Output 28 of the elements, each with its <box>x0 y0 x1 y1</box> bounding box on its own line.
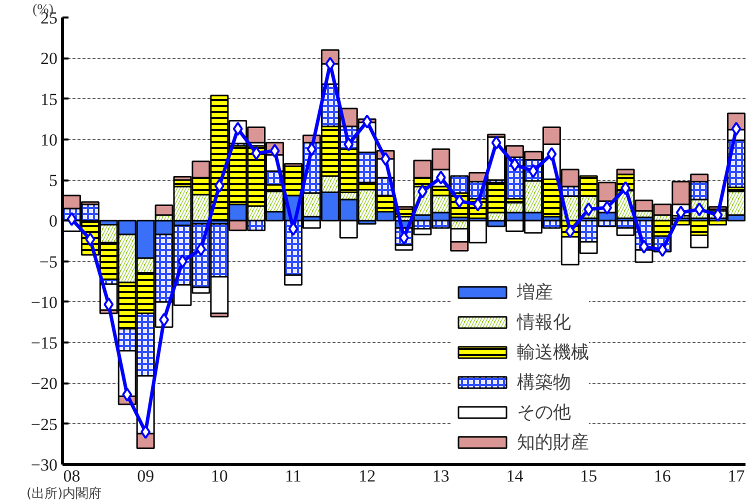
x-tick-label: 16 <box>654 466 671 486</box>
legend-label: 構築物 <box>517 371 571 394</box>
x-tick-label: 11 <box>285 466 302 486</box>
y-tick-label: −5 <box>39 252 58 272</box>
y-tick-label: −10 <box>30 292 58 312</box>
x-tick-label: 15 <box>580 466 598 486</box>
y-tick-label: 0 <box>49 212 58 231</box>
x-tick-label: 17 <box>728 466 746 486</box>
legend-label: 情報化 <box>517 311 571 334</box>
legend-label: 輸送機械 <box>517 341 589 364</box>
legend-label: 知的財産 <box>517 431 589 454</box>
text: (出所)内閣府 <box>26 486 102 501</box>
x-tick-label: 13 <box>432 466 450 486</box>
y-tick-label: −20 <box>30 374 58 394</box>
y-tick-label: 10 <box>40 130 58 150</box>
x-tick-label: 09 <box>137 466 154 486</box>
y-tick-label: −15 <box>30 334 58 353</box>
legend-label: その他 <box>517 401 571 424</box>
x-tick-label: 08 <box>63 466 80 486</box>
x-tick-label: 12 <box>358 466 376 486</box>
y-tick-label: 20 <box>40 49 58 68</box>
x-tick-label: 14 <box>506 466 524 486</box>
x-tick-label: 10 <box>210 466 228 486</box>
y-tick-label: 15 <box>40 90 58 109</box>
y-tick-label: −30 <box>30 456 58 474</box>
y-tick-label: 5 <box>49 171 58 190</box>
y-tick-label: −25 <box>30 414 58 434</box>
legend-label: 増産 <box>517 281 553 304</box>
